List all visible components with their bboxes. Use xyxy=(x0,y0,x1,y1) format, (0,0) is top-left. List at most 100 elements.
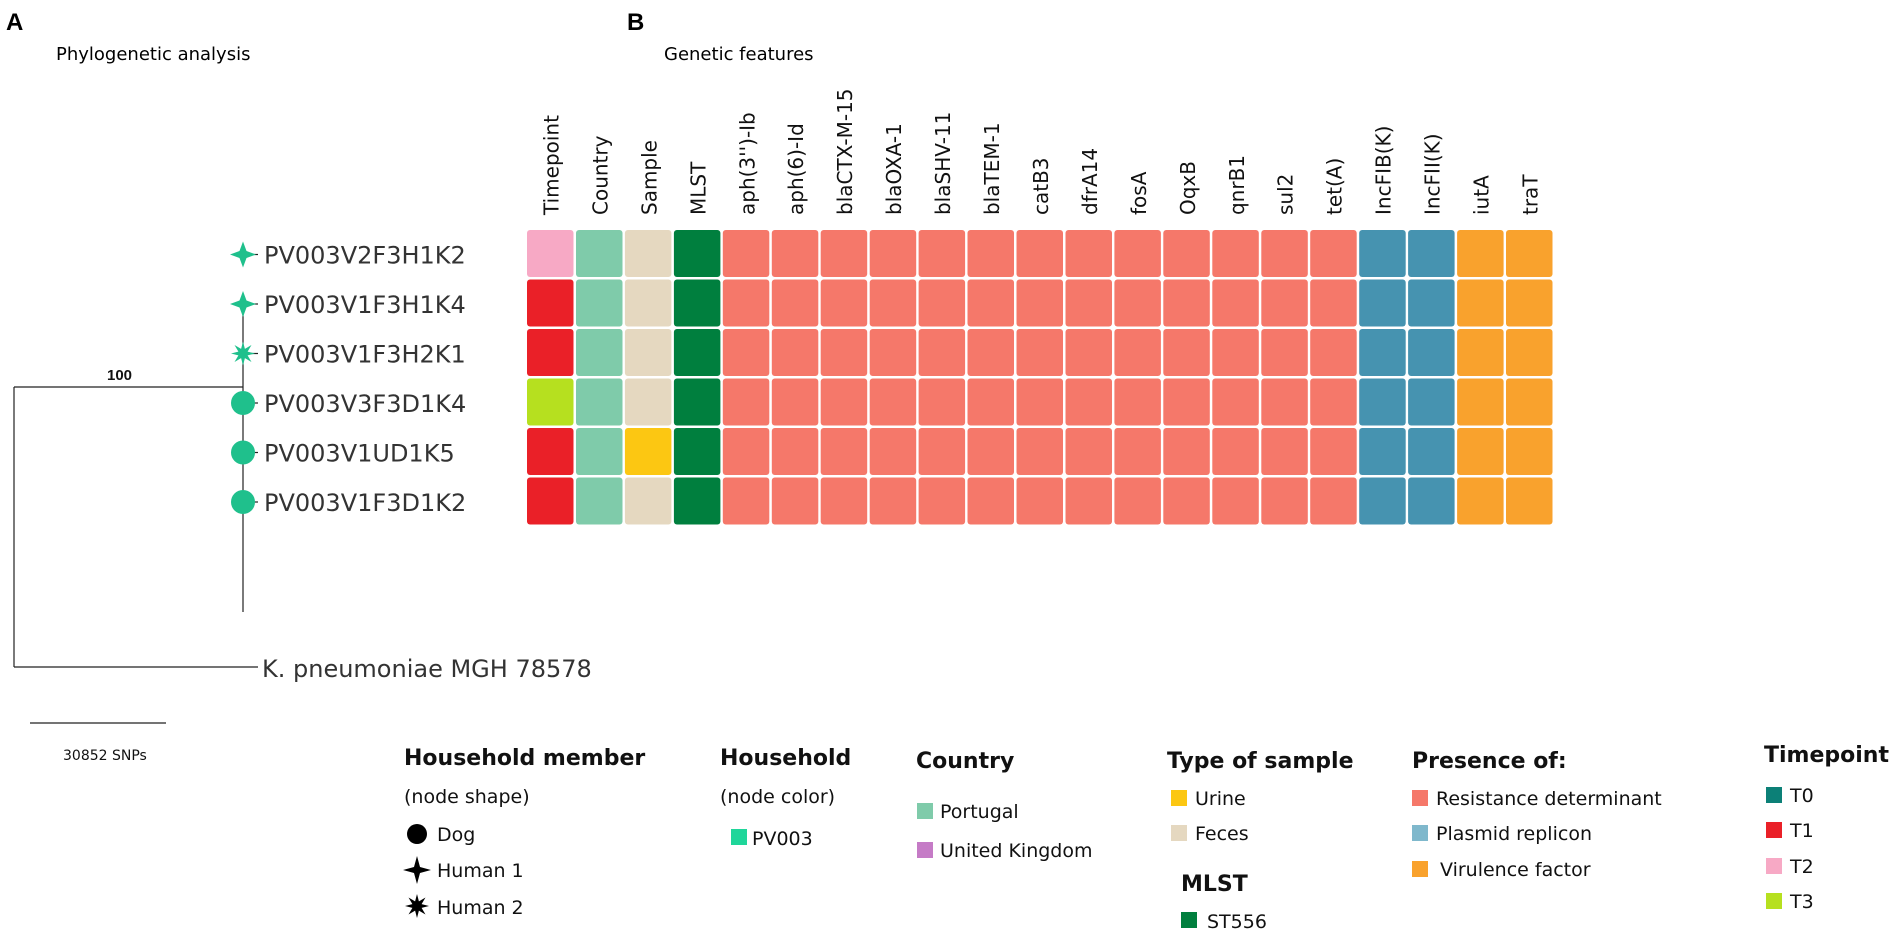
column-header: traT xyxy=(1518,174,1542,215)
heatmap-cell xyxy=(1261,378,1308,426)
heatmap-cell xyxy=(1359,378,1406,426)
leaf-label: PV003V1F3D1K2 xyxy=(264,489,466,517)
heatmap-cell xyxy=(1114,329,1161,376)
heatmap-cell xyxy=(673,279,721,327)
legend-swatch-feces xyxy=(1171,825,1187,841)
legend-item-t1: T1 xyxy=(1789,820,1814,842)
diamond-star-icon xyxy=(230,241,256,268)
leaf-label: PV003V1F3H1K4 xyxy=(264,291,466,319)
circle-icon xyxy=(407,824,427,844)
starburst-icon xyxy=(405,894,429,918)
scale-label: 30852 SNPs xyxy=(63,748,147,764)
legend-household-member: Household member (node shape) Dog Human … xyxy=(403,746,645,919)
heatmap-cell xyxy=(1212,477,1259,525)
legend-item-plasmid: Plasmid replicon xyxy=(1436,823,1592,845)
heatmap-cell xyxy=(1065,378,1112,426)
legend-title: Household member xyxy=(404,746,645,771)
heatmap-cell xyxy=(722,329,770,376)
starburst-icon xyxy=(231,341,255,366)
legend-title: MLST xyxy=(1181,872,1248,897)
legend-swatch-virulence xyxy=(1412,861,1428,877)
heatmap-cell xyxy=(722,428,770,475)
diamond-star-icon xyxy=(403,856,431,884)
heatmap-cell xyxy=(918,378,966,426)
heatmap-cell xyxy=(967,230,1014,277)
legend-item-t3: T3 xyxy=(1789,891,1814,913)
heatmap-cell xyxy=(1457,378,1504,426)
heatmap-cell xyxy=(1359,329,1406,376)
panel-b-letter: B xyxy=(627,9,644,36)
heatmap-cell xyxy=(576,279,623,327)
legend-item-portugal: Portugal xyxy=(940,801,1019,823)
column-header: blaCTX-M-15 xyxy=(833,88,857,215)
legend-timepoint: Timepoint T0 T1 T2 T3 xyxy=(1764,743,1889,913)
legends: Household member (node shape) Dog Human … xyxy=(403,743,1889,933)
heatmap-cell xyxy=(1163,428,1210,475)
heatmap-cell xyxy=(1408,329,1455,376)
heatmap-cell xyxy=(1310,279,1357,327)
panel-a-title: Phylogenetic analysis xyxy=(56,44,250,65)
column-header: IncFIB(K) xyxy=(1372,126,1396,215)
heatmap-cell xyxy=(624,378,672,426)
heatmap-cell xyxy=(1261,230,1308,277)
legend-swatch-portugal xyxy=(917,803,933,819)
heatmap-cell xyxy=(1163,477,1210,525)
heatmap-cell xyxy=(820,378,868,426)
leaf-label: PV003V3F3D1K4 xyxy=(264,390,466,418)
heatmap-cell xyxy=(1506,378,1553,426)
column-header: Timepoint xyxy=(539,115,563,216)
heatmap-cell xyxy=(576,230,623,277)
legend-country: Country Portugal United Kingdom xyxy=(916,749,1093,862)
column-header: tet(A) xyxy=(1323,158,1347,215)
heatmap-cell xyxy=(771,477,819,525)
heatmap-cell xyxy=(1310,329,1357,376)
heatmap-cell xyxy=(869,477,917,525)
column-header: OqxB xyxy=(1176,161,1200,215)
heatmap-cell xyxy=(771,329,819,376)
tree-leaves: PV003V2F3H1K2 PV003V1F3H1K4 PV003V1F3H2K1 P… xyxy=(230,241,466,517)
column-header: blaSHV-11 xyxy=(931,112,955,215)
heatmap-cell xyxy=(722,279,770,327)
leaf-label: PV003V2F3H1K2 xyxy=(264,242,466,270)
legend-item-dog: Dog xyxy=(437,824,475,846)
panel-b-title: Genetic features xyxy=(664,44,814,65)
heatmap-cell xyxy=(1261,329,1308,376)
genetic-features-heatmap: Timepoint Country Sample MLST aph(3'')-Ib aph… xyxy=(527,88,1553,525)
heatmap-cell xyxy=(722,378,770,426)
legend-title: Country xyxy=(916,749,1014,774)
heatmap-cell xyxy=(1261,477,1308,525)
heatmap-cell xyxy=(1457,230,1504,277)
legend-subtitle: (node color) xyxy=(720,786,835,808)
diamond-star-icon xyxy=(230,291,256,317)
heatmap-cell xyxy=(967,329,1014,376)
heatmap-cell xyxy=(1016,279,1063,327)
heatmap-cell xyxy=(1359,428,1406,475)
legend-item-t2: T2 xyxy=(1789,856,1814,878)
legend-swatch-t1 xyxy=(1766,822,1782,838)
heatmap-cell xyxy=(820,428,868,475)
heatmap-cell xyxy=(1065,279,1112,327)
heatmap-cell xyxy=(1212,329,1259,376)
column-header: Sample xyxy=(637,140,661,215)
heatmap-cell xyxy=(1506,279,1553,327)
column-header: iutA xyxy=(1470,175,1494,215)
legend-title: Presence of: xyxy=(1412,749,1567,774)
heatmap-cell xyxy=(820,230,868,277)
heatmap-cell xyxy=(1016,428,1063,475)
heatmap-cell xyxy=(1359,230,1406,277)
heatmap-cell xyxy=(1408,477,1455,525)
heatmap-cell xyxy=(1212,230,1259,277)
heatmap-cell xyxy=(771,428,819,475)
heatmap-cell xyxy=(624,230,672,277)
legend-swatch-resistance xyxy=(1412,790,1428,806)
heatmap-cell xyxy=(771,230,819,277)
heatmap-cell xyxy=(576,378,623,426)
legend-item-pv003: PV003 xyxy=(752,828,813,850)
column-header: blaOXA-1 xyxy=(882,123,906,215)
heatmap-cell xyxy=(1310,230,1357,277)
heatmap-cell xyxy=(1065,329,1112,376)
bootstrap-value: 100 xyxy=(107,367,132,384)
column-header: sul2 xyxy=(1274,174,1298,215)
heatmap-cell xyxy=(1261,279,1308,327)
